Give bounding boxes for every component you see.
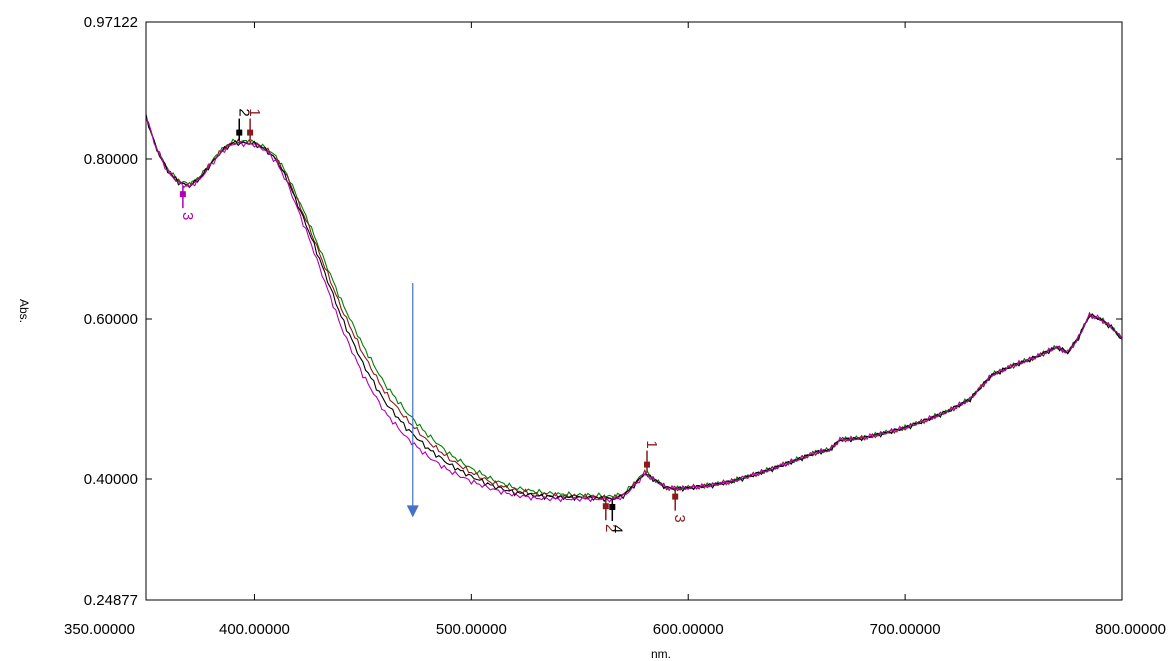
peak-marker-dot	[247, 129, 254, 136]
peak-marker-dot	[644, 461, 651, 468]
y-axis-title: Abs.	[17, 299, 31, 323]
peak-marker-label: 3	[671, 514, 688, 522]
spectrum-series-3	[145, 113, 1123, 503]
x-tick-label: 400.00000	[219, 621, 290, 638]
spectrum-series-1	[145, 116, 1123, 499]
y-tick-label: 0.24877	[84, 592, 138, 609]
peak-marker-label: 1	[246, 108, 263, 116]
y-tick-label: 0.40000	[84, 471, 138, 488]
tick-layer: 350.00000 400.00000 500.00000 600.00000 700.…	[64, 14, 1166, 638]
y-tick-label: 0.97122	[84, 14, 138, 31]
arrow-layer	[406, 282, 419, 518]
peak-marker-dot	[602, 503, 609, 510]
spectrum-series-2	[145, 117, 1123, 500]
x-tick-label: 700.00000	[870, 621, 941, 638]
x-tick-label: 600.00000	[653, 621, 724, 638]
x-axis-title: nm.	[651, 647, 671, 661]
peak-marker-dot	[236, 129, 243, 136]
peak-marker-dot	[609, 504, 616, 511]
x-tick-label: 500.00000	[436, 621, 507, 638]
x-tick-label: 800.00000	[1095, 621, 1166, 638]
series-layer	[145, 113, 1123, 503]
trend-arrow-head	[406, 505, 419, 518]
peak-marker-label: 2	[235, 108, 252, 116]
peak-marker-dot	[672, 493, 679, 500]
x-tick-label: 350.00000	[64, 621, 135, 638]
peak-marker-label: 4	[608, 525, 625, 533]
y-tick-label: 0.80000	[84, 151, 138, 168]
peak-marker-label: 2	[602, 524, 619, 532]
peak-marker-label: 3	[179, 212, 196, 220]
peak-marker-dot	[179, 191, 186, 198]
peak-marker-label: 1	[643, 440, 660, 448]
y-tick-label: 0.60000	[84, 311, 138, 328]
plot-frame	[145, 21, 1123, 601]
spectrum-series-4	[145, 117, 1123, 503]
